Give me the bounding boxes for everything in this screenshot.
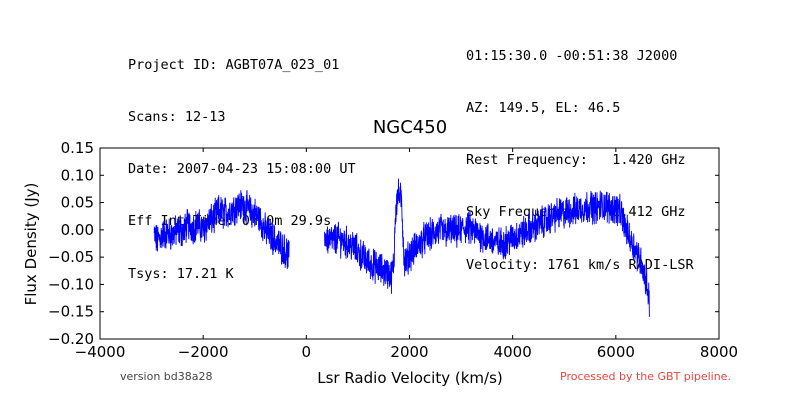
chart-title: NGC450: [373, 117, 447, 138]
x-tick-label: 2000: [390, 343, 428, 361]
series-line-segment-1: [153, 190, 290, 270]
y-tick-label: −0.05: [48, 248, 94, 266]
y-tick-label: 0.15: [61, 139, 94, 157]
y-tick-label: −0.20: [48, 330, 94, 348]
x-tick-label: −4000: [75, 343, 126, 361]
date-text: Date: 2007-04-23 15:08:00 UT: [128, 161, 356, 178]
y-tick-label: 0.10: [61, 166, 94, 184]
y-tick-label: −0.15: [48, 303, 94, 321]
tick-layer: −4000 −2000 0 2000 4000 6000 8000 −0.20 −0.15 −0.…: [48, 139, 738, 361]
pipeline-credit: Processed by the GBT pipeline.: [560, 370, 731, 383]
az-el-text: AZ: 149.5, EL: 46.5: [466, 100, 621, 117]
series-line-layer: [153, 178, 650, 317]
x-tick-label: 4000: [494, 343, 532, 361]
project-id-text: Project ID: AGBT07A_023_01: [128, 56, 340, 73]
y-tick-label: −0.10: [48, 275, 94, 293]
header-right: 01:15:30.0 -00:51:38 J2000 AZ: 149.5, EL…: [466, 13, 694, 292]
series-line-segment-2: [323, 178, 650, 317]
x-tick-label: −2000: [178, 343, 229, 361]
x-axis-label: Lsr Radio Velocity (km/s): [317, 369, 503, 387]
y-tick-label: 0.05: [61, 194, 94, 212]
version-label: version bd38a28: [120, 370, 213, 383]
coordinates-text: 01:15:30.0 -00:51:38 J2000: [466, 47, 678, 64]
tsys-text: Tsys: 17.21 K: [128, 265, 234, 282]
x-tick-label: 0: [302, 343, 312, 361]
x-tick-label: 6000: [597, 343, 635, 361]
y-axis-label: Flux Density (Jy): [22, 183, 40, 306]
scans-text: Scans: 12-13: [128, 109, 226, 126]
rest-frequency-text: Rest Frequency: 1.420 GHz: [466, 152, 686, 169]
plot-frame: [99, 147, 720, 340]
x-tick-label: 8000: [700, 343, 738, 361]
y-tick-label: 0.00: [61, 221, 94, 239]
